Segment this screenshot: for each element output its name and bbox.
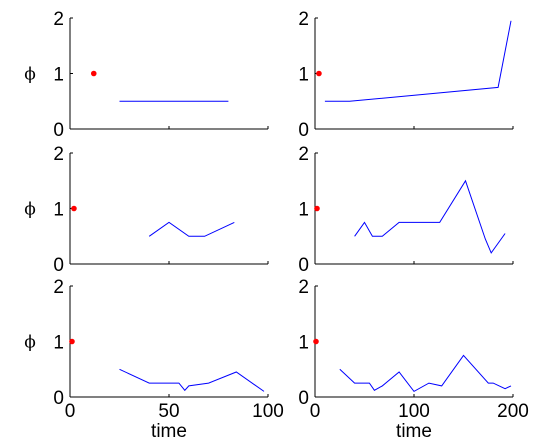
x-tick-label: 50 bbox=[158, 401, 179, 422]
data-point-marker bbox=[314, 205, 320, 212]
data-point-marker bbox=[69, 338, 75, 345]
series-line bbox=[339, 354, 512, 393]
data-point-marker bbox=[313, 338, 319, 345]
x-tick-label: 100 bbox=[252, 401, 284, 422]
y-tick-label: 1 bbox=[298, 65, 309, 86]
y-tick-label: 1 bbox=[298, 200, 309, 221]
y-axis-label: ϕ bbox=[24, 65, 36, 85]
y-tick-label: 2 bbox=[53, 277, 64, 298]
y-tick-label: 0 bbox=[53, 388, 64, 409]
x-tick-label: 200 bbox=[497, 401, 529, 422]
x-tick-label: 0 bbox=[65, 401, 76, 422]
series-line bbox=[148, 221, 235, 237]
y-tick-label: 2 bbox=[298, 277, 309, 298]
panel-r3c2: 0 1 2 0 100 200 time bbox=[298, 277, 528, 442]
x-axis-label: time bbox=[396, 421, 432, 442]
y-tick-label: 0 bbox=[298, 388, 309, 409]
series-line bbox=[324, 20, 512, 102]
y-axis-label: ϕ bbox=[24, 333, 36, 353]
y-tick-label: 0 bbox=[298, 255, 309, 276]
data-point-marker bbox=[316, 70, 322, 77]
y-tick-label: 1 bbox=[298, 333, 309, 354]
data-point-marker bbox=[71, 205, 77, 212]
panel-r1c2: 0 1 2 bbox=[298, 9, 514, 141]
x-axis-label: time bbox=[151, 421, 187, 442]
series-line bbox=[354, 179, 506, 254]
y-tick-label: 1 bbox=[53, 65, 64, 86]
y-axis-label: ϕ bbox=[24, 200, 36, 220]
x-tick-label: 0 bbox=[310, 401, 321, 422]
y-tick-label: 2 bbox=[298, 144, 309, 165]
panel-r1c1: 0 1 2 ϕ bbox=[24, 9, 269, 141]
series-line bbox=[119, 368, 265, 392]
panel-r2c2: 0 1 2 bbox=[298, 144, 514, 276]
data-point-marker bbox=[90, 70, 97, 77]
y-tick-label: 2 bbox=[298, 9, 309, 30]
y-tick-label: 2 bbox=[53, 9, 64, 30]
panel-r2c1: 0 1 2 ϕ bbox=[24, 144, 269, 276]
y-tick-label: 0 bbox=[298, 120, 309, 141]
y-tick-label: 1 bbox=[53, 200, 64, 221]
y-tick-label: 1 bbox=[53, 333, 64, 354]
y-tick-label: 2 bbox=[53, 144, 64, 165]
y-tick-label: 0 bbox=[53, 255, 64, 276]
panel-r3c1: 0 1 2 0 50 100 time ϕ bbox=[24, 277, 284, 442]
x-tick-label: 100 bbox=[398, 401, 430, 422]
y-tick-label: 0 bbox=[53, 120, 64, 141]
